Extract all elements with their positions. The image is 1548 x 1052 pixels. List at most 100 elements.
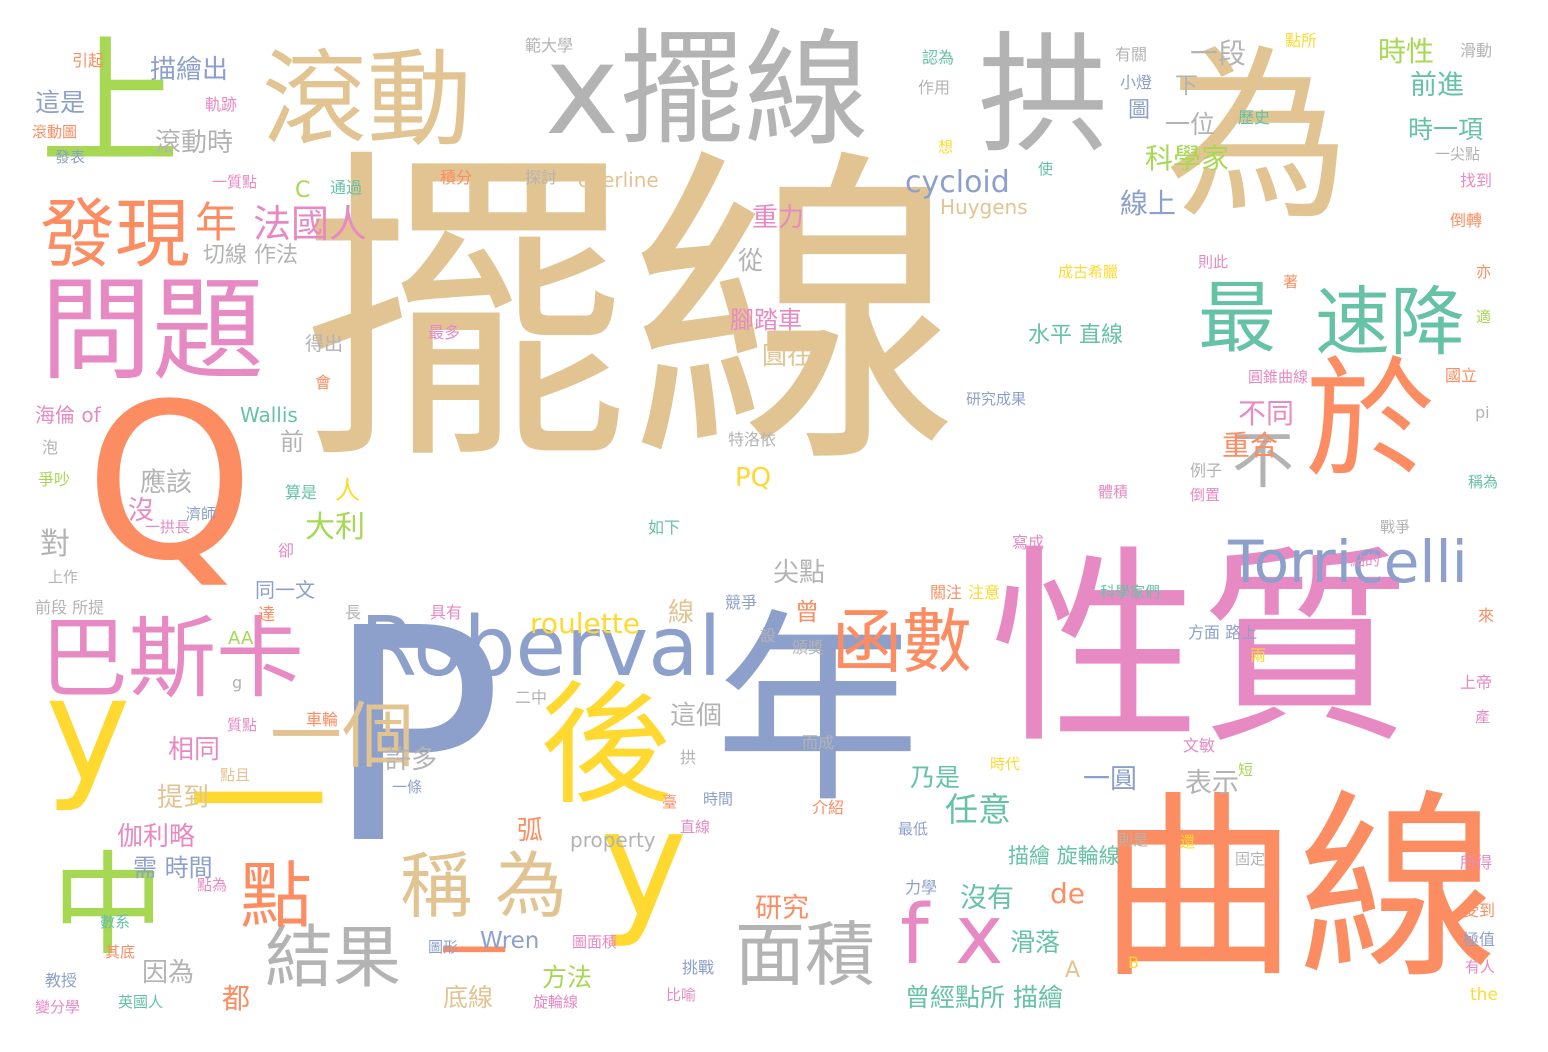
word: 有關 (1115, 45, 1148, 64)
word: 描繪 旋輪線 (1008, 844, 1120, 868)
word: Torricelli (1228, 528, 1468, 596)
word: 重合 (1222, 429, 1279, 462)
word: 還 (1180, 833, 1196, 851)
word: 一拱長 (145, 518, 191, 536)
word: 研究 (755, 893, 809, 924)
word: 最低 (898, 820, 929, 838)
word: 車輪 (306, 710, 339, 729)
word: 得出 (305, 333, 344, 355)
word: 任意 (945, 790, 1011, 829)
word: 一位 (1165, 110, 1216, 139)
word: 極值 (1463, 930, 1496, 949)
word: 小燈 (1120, 73, 1153, 92)
word: 最 (1198, 274, 1277, 364)
word: 軌跡 (205, 95, 238, 114)
word: y (45, 646, 131, 815)
word: 巴斯卡 (40, 607, 305, 710)
word: 一條 (392, 778, 423, 796)
word: 固定 (1235, 850, 1266, 868)
word: cycloid (905, 165, 1010, 200)
word: 為 (1165, 29, 1350, 245)
word: 英國人 (118, 993, 164, 1011)
word: 則是 (1118, 831, 1149, 849)
word: 圓在 (762, 341, 813, 370)
word: C (295, 178, 311, 203)
word: 適 (1476, 308, 1492, 326)
word: 注意 (968, 583, 1001, 602)
word: 其底 (105, 943, 136, 961)
word: 不 (1232, 424, 1295, 497)
word: 寫成 (1012, 533, 1045, 552)
word: 頒獎 (792, 638, 825, 657)
word: 因為 (142, 958, 195, 988)
word: 發表 (55, 148, 86, 166)
word: B (1128, 953, 1139, 972)
word: 稱為 (1468, 473, 1499, 491)
word: 圓錐曲線 (1248, 368, 1309, 386)
word: 受到 (1463, 901, 1496, 920)
word: 不同 (1238, 397, 1295, 430)
word: 著 (1283, 273, 1299, 291)
word: 例子 (1190, 461, 1223, 480)
word: 表示 (1185, 768, 1239, 799)
word: Huygens (940, 195, 1028, 219)
word: 卻 (278, 541, 295, 560)
word: 倒轉 (1450, 211, 1483, 230)
word: 水平 直線 (1028, 323, 1123, 348)
word: 曾經點所 描繪 (905, 983, 1063, 1012)
word: 一個 (270, 694, 415, 778)
word: f x (900, 888, 1004, 983)
word: 會 (315, 373, 332, 392)
word: pi (1475, 403, 1490, 422)
word: 線上 (1120, 187, 1177, 220)
word: 結果 (265, 919, 402, 998)
word: 都 (222, 982, 251, 1015)
word: 質點 (227, 716, 258, 734)
word: 上帝 (1460, 673, 1493, 692)
word: 戰爭 (1380, 518, 1411, 536)
word: de (1050, 877, 1085, 910)
word: 點 (240, 854, 313, 938)
word: 滑落 (1010, 928, 1061, 957)
word: AA (228, 628, 254, 649)
word: 數系 (100, 913, 131, 931)
word: Wren (480, 928, 540, 954)
word: 腳踏車 (730, 306, 802, 334)
word: 競爭 (725, 593, 758, 612)
word: 滾動時 (155, 128, 234, 158)
word: 這個 (670, 701, 723, 731)
word: 作用 (918, 78, 951, 97)
word: 方面 路上 (1188, 623, 1258, 642)
word: 從 (738, 246, 764, 275)
word: 年 (715, 593, 920, 831)
word: 體積 (1098, 483, 1129, 501)
word: 中 (52, 841, 164, 971)
word: 來 (1478, 606, 1495, 625)
word: 點的 (1350, 551, 1381, 569)
word: 滾動圖 (32, 123, 78, 141)
word: 成古希臘 (1058, 263, 1119, 281)
word: 最多 (428, 323, 461, 342)
word: 對 (40, 527, 70, 562)
word: 點為 (197, 876, 228, 894)
word: 旋輪線 (533, 993, 579, 1011)
word: 特洛依 (728, 430, 777, 449)
word: 科學家們 (1100, 583, 1161, 601)
word: 下 (1175, 73, 1198, 99)
word: 乃是 (910, 763, 961, 792)
word: 關注 (930, 583, 963, 602)
word: 點且 (220, 766, 251, 784)
word: 一 (440, 914, 509, 993)
word: P (325, 565, 503, 909)
word: 法國人 (253, 202, 368, 246)
word: 爭吵 (38, 470, 71, 489)
word: 積分 (440, 168, 473, 187)
word: 而成 (802, 733, 835, 752)
word: 相同 (168, 735, 221, 765)
word: 年 (195, 198, 238, 247)
word: 圖形 (428, 938, 459, 956)
word: 認為 (922, 48, 955, 67)
word: 線 (668, 598, 695, 628)
word: 人 (335, 476, 361, 505)
